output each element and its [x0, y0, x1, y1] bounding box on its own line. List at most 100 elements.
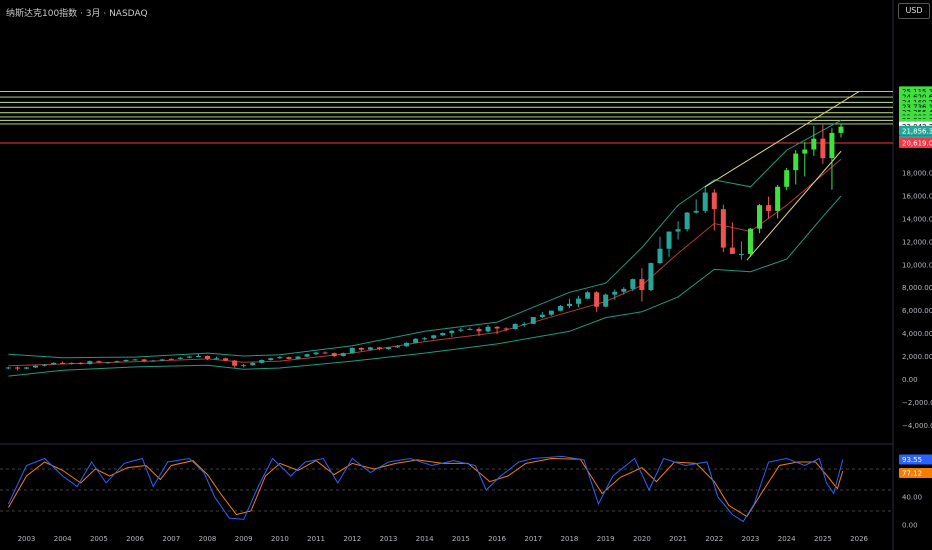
candle-body: [711, 192, 717, 210]
candle: [232, 360, 238, 368]
stoch-k-line: [7, 455, 844, 523]
time-tick-label: 2021: [669, 535, 687, 543]
candle: [802, 142, 808, 177]
price-tags: 25,115.1924,620.6524,160.7023,736.1223,2…: [899, 86, 932, 479]
candle: [467, 327, 473, 331]
candle-body: [684, 212, 690, 230]
candle: [114, 360, 120, 363]
candle-body: [186, 356, 192, 358]
candle: [259, 359, 265, 364]
candle: [702, 186, 708, 214]
price-tick-label: 4,000.00: [902, 330, 932, 338]
candle: [404, 342, 410, 347]
candle-body: [195, 355, 201, 357]
candle-body: [268, 358, 274, 361]
candle-body: [69, 362, 75, 364]
candle-body: [96, 361, 102, 363]
candle: [42, 364, 48, 367]
candle-body: [775, 186, 781, 211]
candle: [521, 322, 527, 327]
candle: [422, 337, 428, 341]
chart-title: 纳斯达克100指数 · 3月 · NASDAQ: [6, 9, 148, 19]
candle: [69, 362, 75, 365]
mid-band-line: [8, 158, 842, 367]
candle: [503, 327, 509, 332]
stoch-k-tag-bg: [899, 454, 932, 465]
time-tick-label: 2011: [307, 535, 325, 543]
candle: [711, 189, 717, 231]
candle-body: [395, 346, 401, 348]
candle: [331, 352, 337, 358]
candle: [811, 126, 817, 156]
candle: [168, 358, 174, 361]
candle-body: [286, 357, 292, 359]
candle: [766, 196, 772, 219]
candle-body: [141, 359, 147, 362]
candle: [33, 365, 39, 369]
candle: [657, 236, 663, 265]
candle: [738, 241, 744, 260]
candle: [268, 357, 274, 361]
candle: [621, 287, 627, 295]
price-tick-label: 0.00: [902, 376, 918, 384]
candle-body: [503, 328, 509, 330]
candle-body: [14, 367, 20, 369]
candle: [214, 356, 220, 360]
price-axis[interactable]: −4,000.00 −2,000.00 0.00 2,000.00 4,000.00 6,…: [902, 170, 932, 530]
candle: [431, 334, 437, 340]
candle-body: [250, 362, 256, 366]
candle-body: [747, 228, 753, 254]
candle-body: [693, 210, 699, 213]
candle: [693, 199, 699, 214]
candle: [838, 123, 844, 138]
price-tick-label: 10,000.00: [902, 261, 932, 269]
candle: [458, 327, 464, 332]
price-tick-label: 14,000.00: [902, 215, 932, 223]
time-tick-label: 2025: [814, 535, 832, 543]
level-tag-text: 23,736.12: [902, 104, 932, 112]
candle-body: [820, 138, 826, 159]
candle: [775, 185, 781, 219]
candle-body: [576, 298, 582, 304]
candle-body: [630, 279, 636, 289]
time-axis[interactable]: 2003 2004 2005 2006 2007 2008 2009 2010 2011 2012…: [18, 535, 869, 543]
candle: [747, 228, 753, 257]
candle: [159, 358, 165, 362]
candle-body: [105, 362, 111, 364]
candle-body: [168, 358, 174, 360]
candle: [585, 291, 591, 300]
candle-body: [413, 338, 419, 343]
time-tick-label: 2024: [778, 535, 796, 543]
candle: [322, 351, 328, 354]
candle-body: [385, 347, 391, 350]
time-tick-label: 2010: [271, 535, 289, 543]
candle-body: [766, 205, 772, 211]
wedge-lines: [704, 91, 860, 261]
candle: [385, 346, 391, 350]
candle-body: [476, 329, 482, 332]
price-tick-label: 12,000.00: [902, 238, 932, 246]
candle-body: [304, 354, 310, 357]
candle-body: [838, 126, 844, 133]
level-tag-text: 25,115.19: [902, 88, 932, 96]
candle: [123, 359, 129, 362]
candle: [105, 361, 111, 364]
time-tick-label: 2026: [850, 535, 868, 543]
candle-body: [331, 353, 337, 356]
current-price-tag-bg: [899, 125, 932, 136]
time-tick-label: 2019: [597, 535, 615, 543]
candle-body: [530, 316, 536, 324]
time-tick-label: 2004: [54, 535, 72, 543]
candle-body: [259, 360, 265, 363]
currency-button[interactable]: USD: [898, 3, 930, 19]
candle-body: [150, 360, 156, 362]
candle-body: [612, 291, 618, 295]
wedge-lower-line: [746, 150, 842, 261]
candle: [87, 360, 93, 365]
candle-body: [295, 356, 301, 359]
candle-body: [784, 170, 790, 187]
horizontal-levels: [0, 90, 893, 144]
time-tick-label: 2023: [742, 535, 760, 543]
stoch-k-tag-text: 93.55: [902, 456, 922, 464]
